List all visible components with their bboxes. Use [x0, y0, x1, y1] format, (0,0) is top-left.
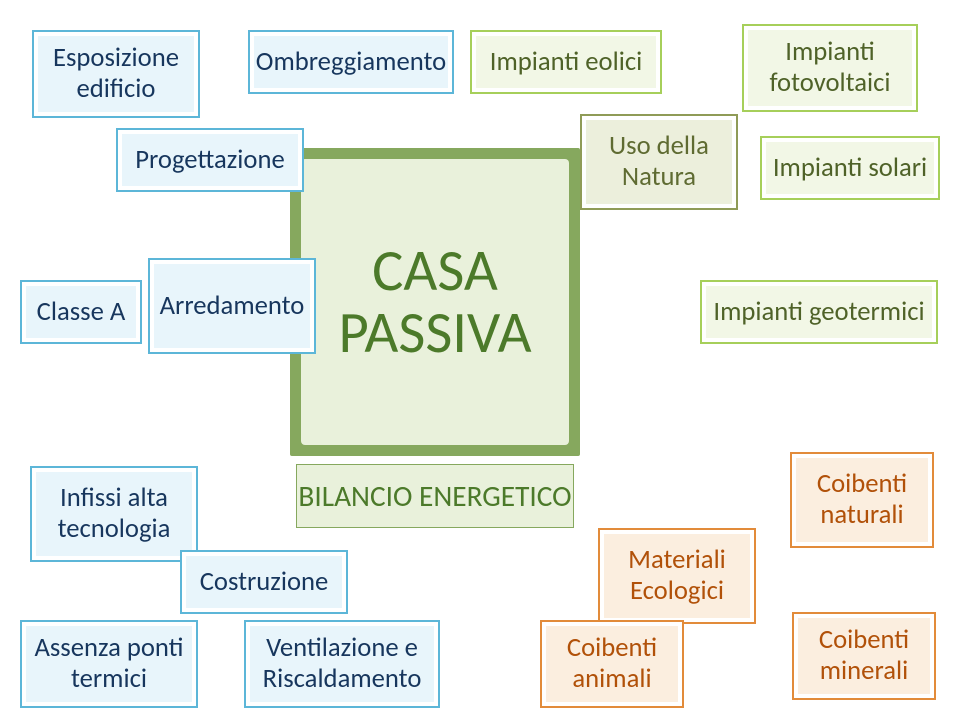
diagram-stage: CASAPASSIVA BILANCIO ENERGETICO Esposizion…	[0, 0, 960, 720]
center-block-casa-passiva: CASAPASSIVA	[290, 148, 580, 456]
box-assenza-ponti-termici: Assenza ponti termici	[20, 620, 198, 708]
box-label: Impianti geotermici	[713, 297, 924, 328]
box-label: Costruzione	[200, 567, 329, 598]
box-label: Coibenti naturali	[817, 469, 907, 530]
box-ventilazione-riscaldamento: Ventilazione e Riscaldamento	[244, 620, 440, 708]
box-label: Uso della Natura	[609, 131, 709, 192]
box-coibenti-animali: Coibenti animali	[540, 620, 684, 708]
box-arredamento: Arredamento	[148, 258, 316, 354]
box-label: Impianti fotovoltaici	[769, 37, 890, 98]
box-label: Assenza ponti termici	[34, 633, 183, 694]
box-infissi-alta-tecnologia: Infissi alta tecnologia	[30, 466, 198, 562]
box-uso-della-natura: Uso della Natura	[580, 114, 738, 210]
box-label: Progettazione	[135, 145, 284, 176]
box-label: Coibenti minerali	[819, 625, 909, 686]
box-label: Coibenti animali	[567, 633, 657, 694]
box-impianti-solari: Impianti solari	[760, 136, 940, 200]
box-label: Infissi alta tecnologia	[58, 483, 171, 544]
center-subtitle: BILANCIO ENERGETICO	[298, 478, 571, 514]
box-classe-a: Classe A	[20, 280, 142, 344]
box-label: Arredamento	[160, 291, 305, 322]
box-coibenti-minerali: Coibenti minerali	[792, 612, 936, 700]
box-impianti-fotovoltaici: Impianti fotovoltaici	[742, 24, 918, 112]
box-label: Impianti eolici	[490, 47, 642, 78]
box-costruzione: Costruzione	[180, 550, 348, 614]
box-progettazione: Progettazione	[116, 128, 304, 192]
box-impianti-eolici: Impianti eolici	[470, 30, 662, 94]
center-subtitle-panel: BILANCIO ENERGETICO	[296, 464, 574, 528]
center-title-line2: PASSIVA	[338, 296, 531, 368]
box-esposizione-edificio: Esposizione edificio	[32, 30, 200, 118]
box-materiali-ecologici: Materiali Ecologici	[598, 528, 756, 624]
box-label: Materiali Ecologici	[628, 545, 726, 606]
box-label: Ventilazione e Riscaldamento	[263, 633, 422, 694]
box-label: Ombreggiamento	[256, 47, 446, 78]
box-ombreggiamento: Ombreggiamento	[248, 30, 454, 94]
box-label: Classe A	[37, 297, 126, 328]
box-label: Impianti solari	[773, 153, 927, 184]
center-title: CASAPASSIVA	[338, 240, 531, 363]
box-label: Esposizione edificio	[53, 43, 179, 104]
box-impianti-geotermici: Impianti geotermici	[700, 280, 938, 344]
box-coibenti-naturali: Coibenti naturali	[790, 452, 934, 548]
